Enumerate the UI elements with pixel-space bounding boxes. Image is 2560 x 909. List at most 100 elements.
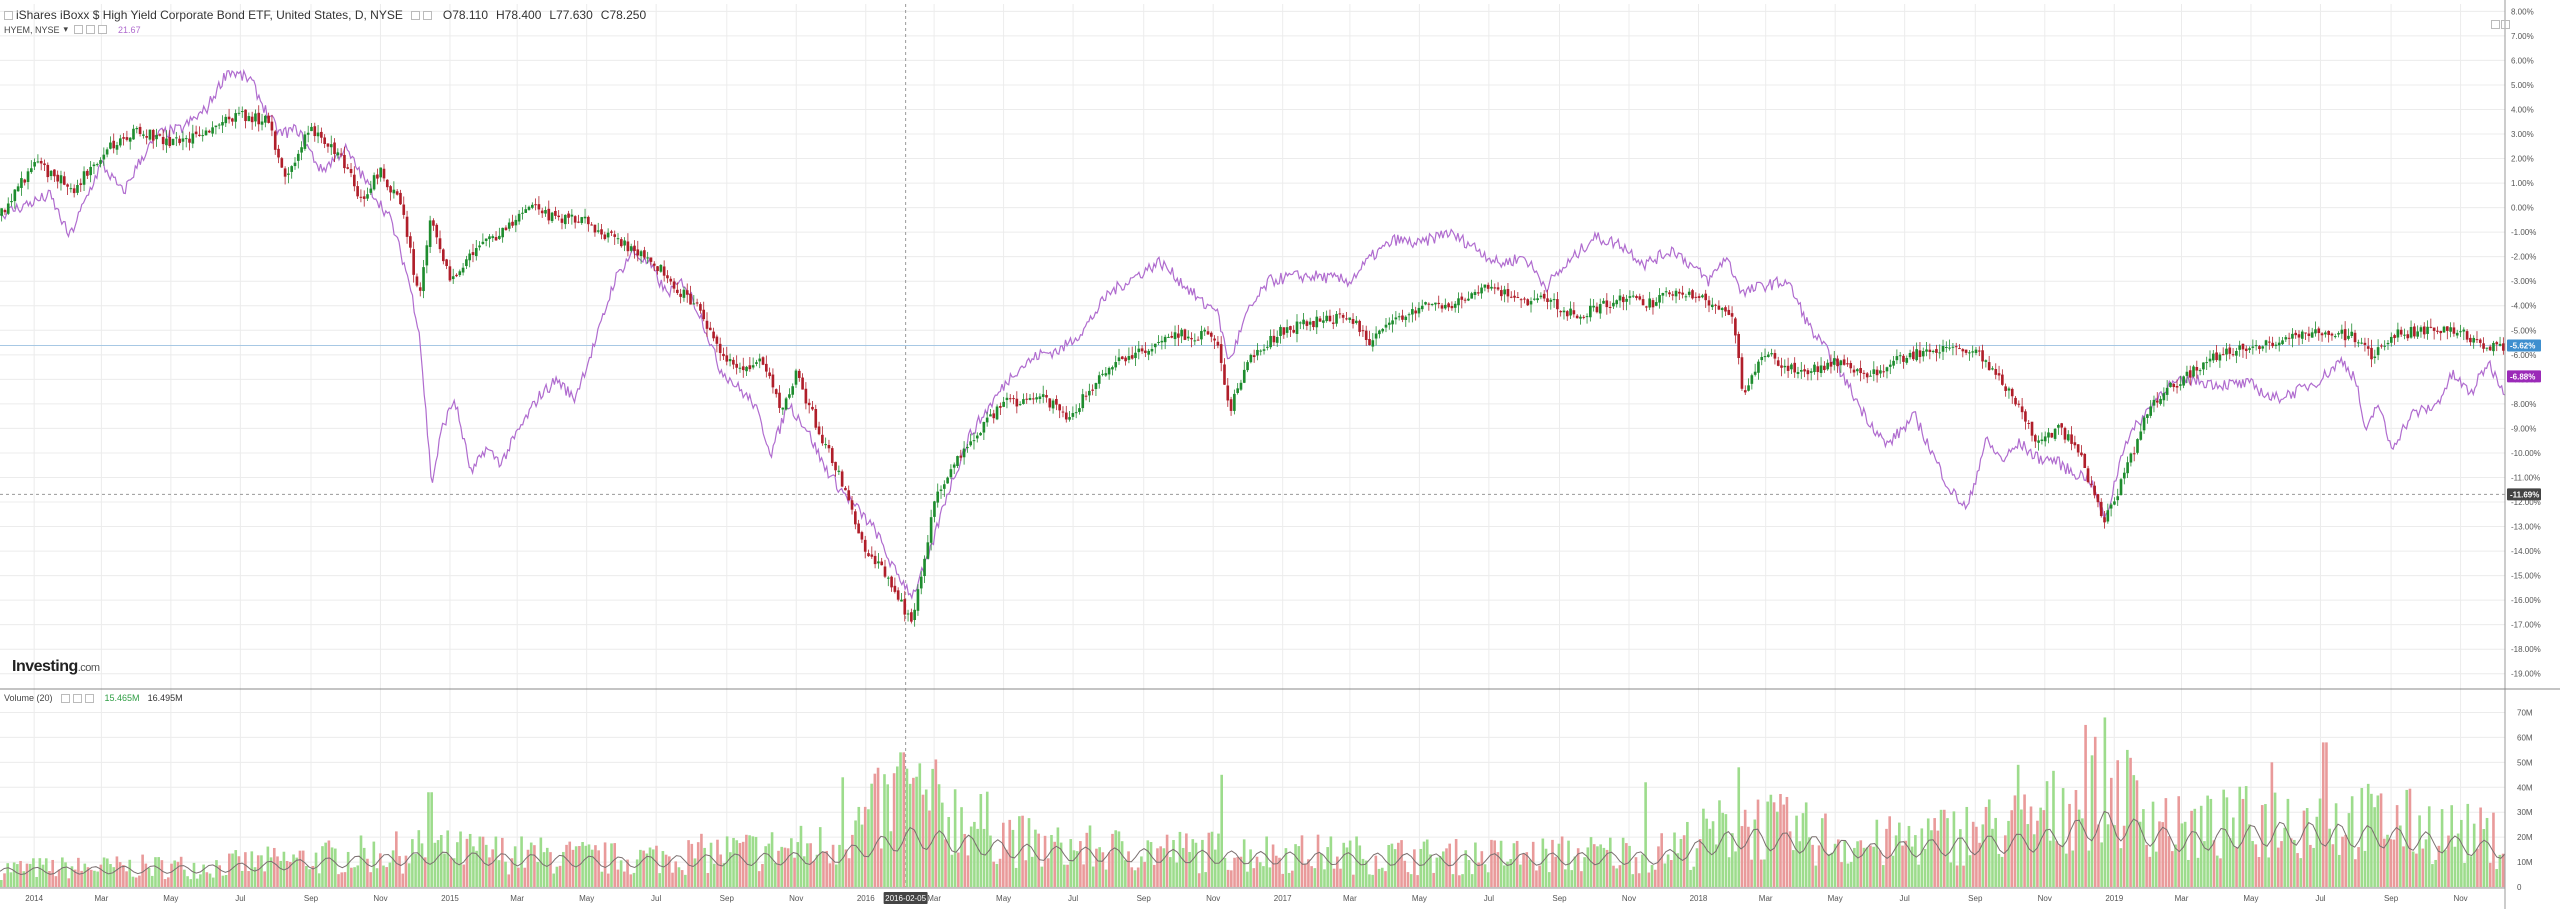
- candle-body: [267, 115, 270, 123]
- volume-bar: [1853, 847, 1856, 887]
- candle-body: [1829, 361, 1833, 367]
- candle-body: [728, 359, 732, 362]
- volume-bar: [639, 849, 642, 887]
- volume-bar: [1274, 855, 1278, 887]
- volume-bar: [131, 876, 135, 887]
- volume-bar: [1477, 862, 1480, 887]
- vol-tick-label: 70M: [2517, 708, 2533, 717]
- candle-body: [623, 240, 626, 246]
- candle-body: [1865, 373, 1869, 378]
- candle-body: [666, 275, 669, 279]
- volume-bar: [1034, 829, 1037, 887]
- volume-bar: [327, 840, 331, 887]
- candle-body: [1157, 341, 1160, 343]
- settings-icon[interactable]: [72, 693, 82, 703]
- volume-bar: [1923, 848, 1927, 887]
- collapse-icon[interactable]: [4, 10, 13, 20]
- volume-bar: [1920, 828, 1924, 887]
- volume-bar: [645, 853, 649, 887]
- candle-body: [2287, 337, 2291, 339]
- volume-bar: [1194, 842, 1198, 887]
- volume-bar: [545, 847, 549, 887]
- y-tick-label: 6.00%: [2511, 56, 2534, 65]
- volume-bar: [1637, 873, 1641, 887]
- candle-body: [893, 585, 897, 592]
- eye-icon[interactable]: [60, 693, 70, 703]
- close-icon[interactable]: [98, 25, 108, 34]
- volume-bar: [815, 854, 819, 887]
- candle-body: [1595, 306, 1599, 313]
- volume-bar: [1686, 821, 1689, 887]
- volume-bar: [202, 864, 205, 887]
- dropdown-icon[interactable]: ▾: [63, 24, 69, 34]
- settings-icon[interactable]: [86, 25, 96, 34]
- candle-body: [1476, 292, 1480, 294]
- candle-body: [2001, 374, 2004, 385]
- volume-bar: [1249, 849, 1252, 887]
- volume-bar: [488, 857, 491, 887]
- candle-body: [1925, 349, 1928, 352]
- candle-body: [1374, 333, 1378, 339]
- candle-body: [662, 266, 666, 276]
- candle-body: [1134, 352, 1137, 359]
- candle-body: [844, 487, 847, 491]
- volume-bar: [234, 850, 238, 887]
- candle-body: [1209, 332, 1213, 337]
- volume-bar: [2302, 810, 2306, 887]
- candle-body: [1002, 401, 1005, 407]
- volume-bar: [1470, 874, 1474, 887]
- candle-body: [1144, 350, 1147, 353]
- candle-body: [343, 154, 346, 169]
- candle-body: [1282, 327, 1286, 335]
- candle-body: [1226, 385, 1230, 401]
- candle-body: [1575, 315, 1579, 319]
- volume-bar: [565, 844, 568, 887]
- volume-bar: [2074, 790, 2078, 887]
- candle-body: [1252, 355, 1256, 358]
- candle-body: [2080, 452, 2083, 456]
- volume-bar: [924, 789, 928, 887]
- volume-bar: [1374, 855, 1378, 887]
- candle-body: [1460, 296, 1464, 300]
- volume-bar: [224, 874, 228, 887]
- pane-maximize-icon[interactable]: [2491, 20, 2500, 29]
- candle-body: [1628, 296, 1632, 298]
- volume-bar: [1837, 839, 1840, 887]
- candle-body: [2271, 342, 2274, 347]
- candle-body: [1671, 294, 1675, 296]
- candle-body: [669, 278, 673, 282]
- candle-body: [1213, 338, 1216, 341]
- volume-bar: [2321, 742, 2325, 887]
- eye-icon[interactable]: [74, 25, 84, 34]
- volume-bar: [2469, 856, 2473, 887]
- vol-tick-label: 50M: [2517, 758, 2533, 767]
- candle-body: [613, 234, 617, 237]
- volume-bar: [256, 855, 260, 887]
- close-icon[interactable]: [84, 693, 94, 703]
- candle-body: [2211, 353, 2215, 361]
- x-tick-label: 2016: [857, 894, 875, 903]
- x-tick-label: May: [996, 894, 1011, 903]
- x-tick-label: Mar: [2175, 894, 2189, 903]
- pane-restore-icon[interactable]: [2501, 20, 2510, 29]
- volume-bar: [757, 871, 761, 887]
- volume-bar: [1380, 867, 1384, 887]
- candle-body: [995, 406, 999, 420]
- settings-icon[interactable]: [410, 10, 420, 20]
- candle-body: [811, 406, 814, 410]
- candle-body: [1523, 298, 1526, 300]
- candle-body: [2294, 332, 2298, 336]
- candle-body: [1223, 364, 1226, 385]
- close-icon[interactable]: [422, 10, 432, 20]
- volume-bar: [2331, 844, 2335, 887]
- candle-body: [2478, 339, 2482, 343]
- volume-bar: [433, 842, 437, 887]
- volume-bar: [1307, 859, 1310, 887]
- candle-body: [646, 257, 649, 259]
- volume-bar: [1046, 858, 1050, 887]
- candle-body: [1763, 356, 1767, 358]
- volume-bar: [1901, 845, 1904, 887]
- candle-body: [580, 217, 584, 223]
